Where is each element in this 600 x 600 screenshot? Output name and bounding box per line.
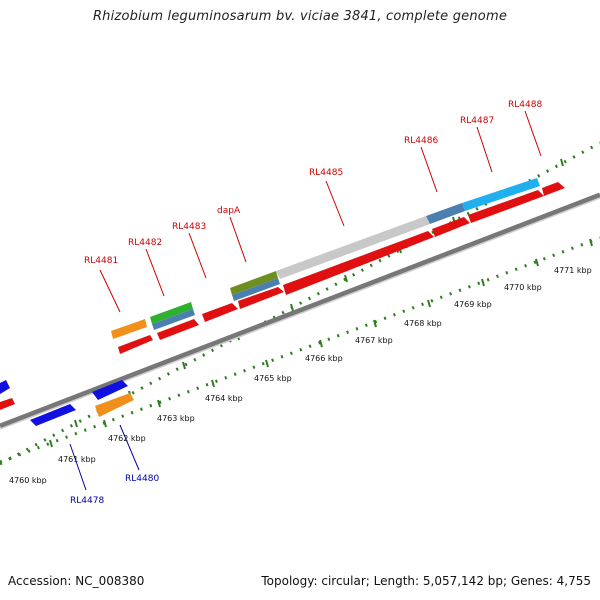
kbp-label: 4768 kbp bbox=[404, 319, 442, 328]
gene-label-rl4483: RL4483 bbox=[172, 222, 206, 232]
gene-blue-arrow bbox=[0, 380, 10, 394]
gene-grey bbox=[276, 216, 430, 279]
forward-label-lines bbox=[99, 110, 542, 313]
gene-red-arrow bbox=[118, 335, 153, 354]
backbone-highlight bbox=[0, 197, 600, 430]
kbp-label: 4771 kbp bbox=[554, 266, 592, 275]
kbp-label: 4765 kbp bbox=[254, 374, 292, 383]
gene-cyan bbox=[462, 178, 540, 211]
forward-genes bbox=[0, 178, 565, 410]
gene-label-rl4478: RL4478 bbox=[70, 496, 104, 506]
kbp-label: 4766 kbp bbox=[305, 354, 343, 363]
reverse-gene-labels: RL4478 RL4480 bbox=[70, 474, 159, 506]
gene-orange bbox=[111, 319, 147, 339]
kbp-label: 4764 kbp bbox=[205, 394, 243, 403]
kbp-label: 4770 kbp bbox=[504, 283, 542, 292]
kbp-label: 4760 kbp bbox=[9, 476, 47, 485]
gene-blue-arrow bbox=[30, 404, 76, 426]
gene-steelblue bbox=[152, 309, 195, 330]
kbp-label: 4761 kbp bbox=[58, 455, 96, 464]
kbp-label: 4767 kbp bbox=[355, 336, 393, 345]
accession-text: Accession: NC_008380 bbox=[8, 574, 145, 588]
gene-red-arrow bbox=[283, 231, 434, 295]
gene-red-arrow bbox=[157, 319, 199, 340]
kbp-label: 4763 kbp bbox=[157, 414, 195, 423]
gene-red-arrow bbox=[542, 182, 565, 196]
gene-red-arrow bbox=[202, 303, 238, 322]
kbp-label: 4762 kbp bbox=[108, 434, 146, 443]
gene-olive bbox=[230, 271, 278, 295]
gene-red-arrow bbox=[468, 190, 544, 223]
gene-red-arrow-left bbox=[0, 398, 15, 410]
map-title: Rhizobium leguminosarum bv. viciae 3841,… bbox=[92, 9, 508, 24]
gene-label-rl4488: RL4488 bbox=[508, 100, 542, 110]
gene-blue-arrow bbox=[92, 380, 128, 400]
upper-tick-track bbox=[0, 141, 600, 466]
gene-red-arrow bbox=[238, 287, 284, 309]
gene-label-rl4482: RL4482 bbox=[128, 238, 162, 248]
gene-steelblue bbox=[232, 278, 280, 301]
reverse-label-lines bbox=[69, 424, 140, 491]
gene-red-arrow bbox=[432, 217, 470, 237]
backbone-line bbox=[0, 192, 600, 429]
kbp-labels: 4760 kbp 4761 kbp 4762 kbp 4763 kbp 4764… bbox=[9, 266, 592, 485]
gene-label-rl4480: RL4480 bbox=[125, 474, 159, 484]
lower-tick-track bbox=[0, 236, 600, 464]
kbp-label: 4769 kbp bbox=[454, 300, 492, 309]
gene-label-rl4485: RL4485 bbox=[309, 168, 343, 178]
gene-label-rl4486: RL4486 bbox=[404, 136, 438, 146]
gene-orange bbox=[95, 393, 134, 417]
reverse-genes bbox=[0, 380, 134, 426]
gene-label-rl4487: RL4487 bbox=[460, 116, 494, 126]
forward-gene-labels: RL4481 RL4482 RL4483 dapA RL4485 RL4486 … bbox=[84, 100, 542, 266]
gene-steelblue bbox=[426, 203, 465, 224]
gene-label-rl4481: RL4481 bbox=[84, 256, 118, 266]
gene-green bbox=[150, 302, 193, 324]
gene-label-dapa: dapA bbox=[217, 206, 241, 216]
topology-text: Topology: circular; Length: 5,057,142 bp… bbox=[261, 574, 591, 588]
